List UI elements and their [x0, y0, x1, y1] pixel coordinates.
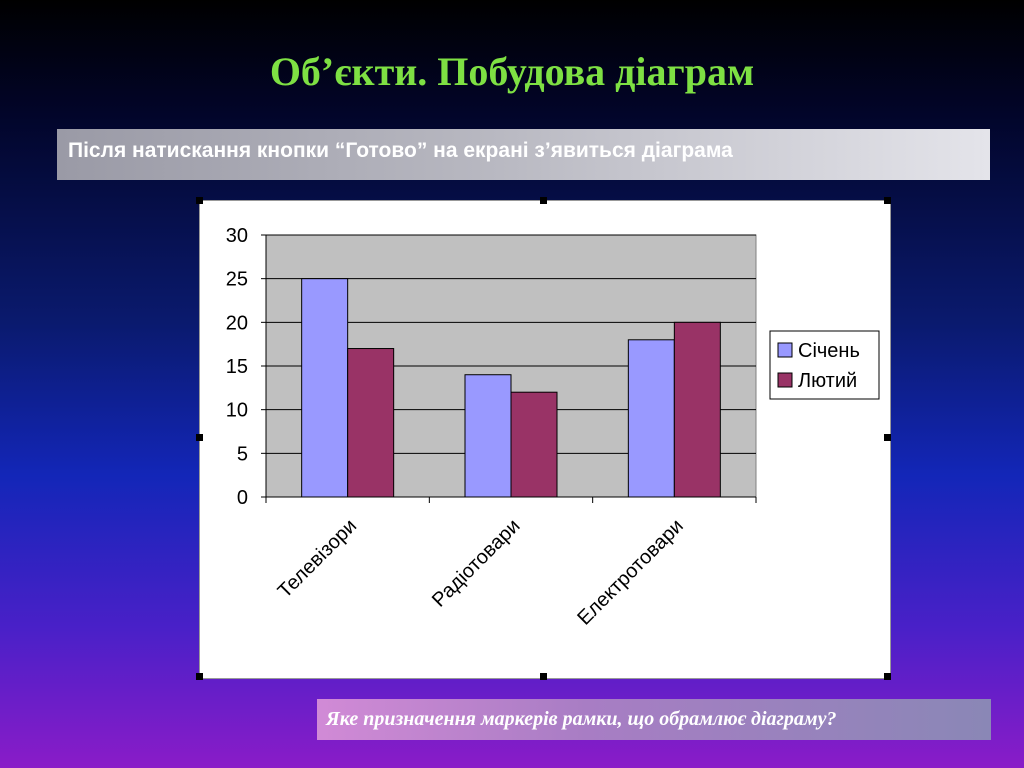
bar-sichen-1[interactable] — [464, 374, 512, 498]
frame-handle-middle-left[interactable] — [196, 434, 203, 441]
frame-handle-top-right[interactable] — [884, 197, 891, 204]
y-tick-label: 5 — [237, 443, 248, 465]
y-tick-label: 0 — [237, 487, 248, 509]
legend-swatch — [777, 342, 793, 358]
frame-handle-top-left[interactable] — [196, 197, 203, 204]
chart-frame[interactable]: 0 5 10 15 20 25 30 Телевізори Радіотовари Електро… — [199, 200, 891, 679]
frame-handle-bottom-center[interactable] — [540, 673, 547, 680]
frame-handle-middle-right[interactable] — [884, 434, 891, 441]
y-tick-label: 25 — [226, 269, 248, 291]
frame-handle-bottom-right[interactable] — [884, 673, 891, 680]
legend-swatch — [777, 372, 793, 388]
subtitle-bar: Після натискання кнопки “Готово” на екра… — [57, 129, 990, 180]
frame-handle-top-center[interactable] — [540, 197, 547, 204]
x-category-label: Електротовари — [573, 515, 688, 630]
bar-lyutyi-2[interactable] — [673, 321, 721, 498]
bar-sichen-2[interactable] — [627, 339, 675, 498]
slide-title: Об’єкти. Побудова діаграм — [269, 49, 755, 94]
bar-lyutyi-1[interactable] — [510, 391, 558, 498]
question-bar: Яке призначення маркерів рамки, що обрам… — [317, 699, 991, 740]
x-category-label: Радіотовари — [428, 515, 525, 612]
frame-handle-bottom-left[interactable] — [196, 673, 203, 680]
bar-sichen-0[interactable] — [301, 278, 349, 498]
subtitle-text: Після натискання кнопки “Готово” на екра… — [68, 139, 733, 162]
legend-box[interactable] — [769, 330, 880, 400]
bar-chart: 0 5 10 15 20 25 30 Телевізори Радіотовари Електро… — [226, 225, 880, 630]
y-tick-label: 15 — [226, 356, 248, 378]
y-tick-label: 10 — [226, 400, 248, 422]
x-category-label: Телевізори — [274, 515, 362, 603]
legend-label: Січень — [798, 340, 860, 362]
y-tick-label: 30 — [226, 225, 248, 247]
bar-lyutyi-0[interactable] — [347, 348, 395, 498]
legend-label: Лютий — [798, 370, 857, 392]
y-tick-label: 20 — [226, 312, 248, 334]
question-text: Яке призначення маркерів рамки, що обрам… — [326, 708, 837, 730]
